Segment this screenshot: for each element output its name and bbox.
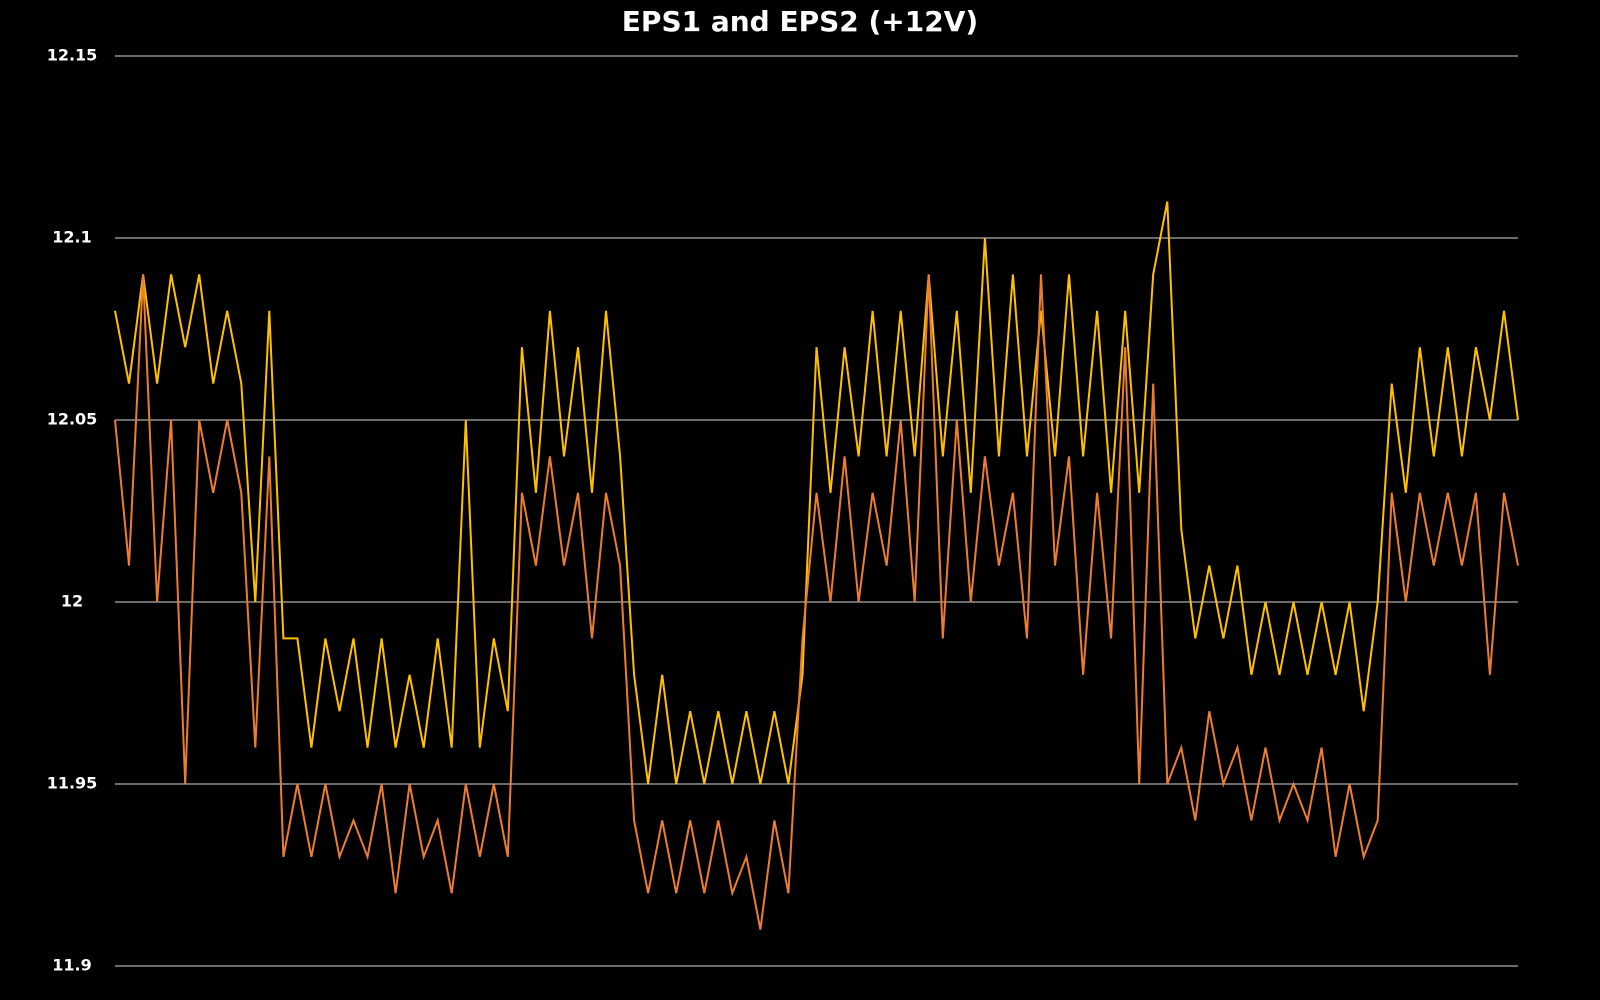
y-tick-label: 12.1: [52, 228, 91, 247]
y-tick-label: 11.95: [47, 774, 98, 793]
y-tick-label: 12.05: [47, 410, 98, 429]
y-tick-label: 12.15: [47, 46, 98, 65]
y-tick-label: 12: [61, 592, 83, 611]
series-line: [114, 274, 1519, 930]
series-line: [114, 201, 1519, 785]
chart-title: EPS1 and EPS2 (+12V): [622, 5, 978, 38]
y-tick-label: 11.9: [52, 956, 91, 975]
